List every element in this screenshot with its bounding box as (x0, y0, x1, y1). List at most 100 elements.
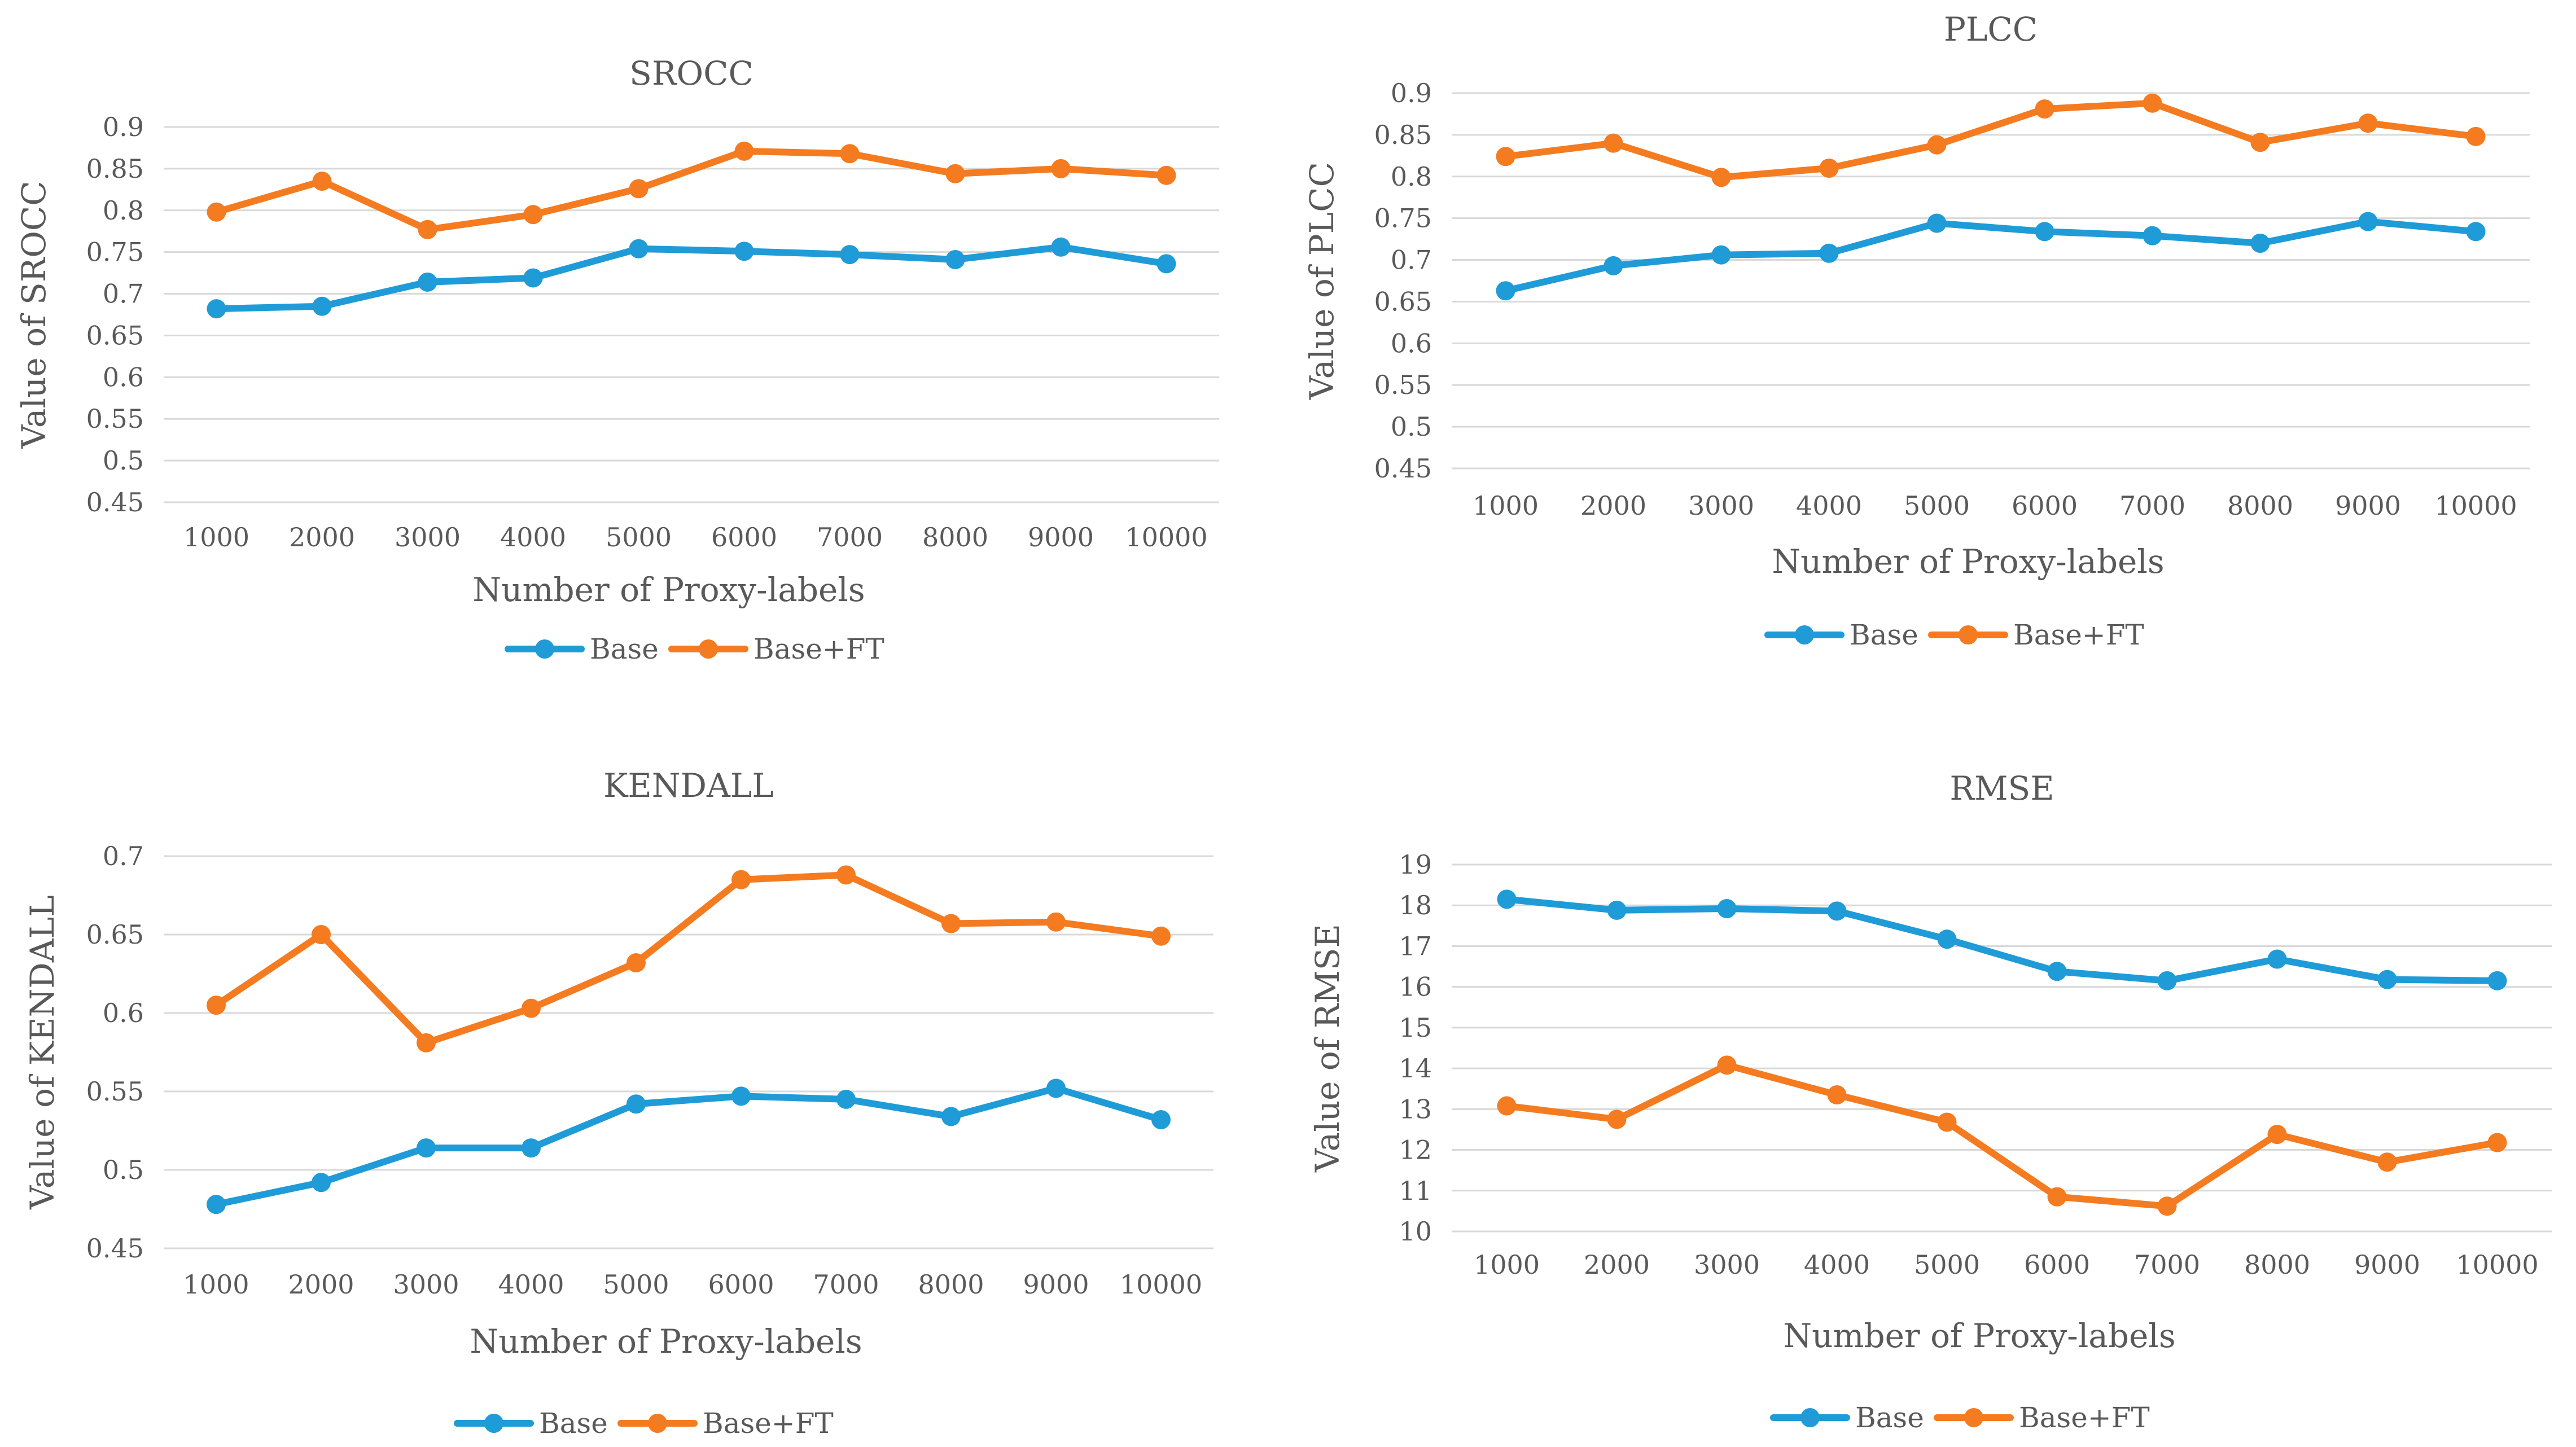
plcc-base-ft-line (1502, 99, 2479, 181)
kendall-xtick-label: 7000 (813, 1269, 879, 1300)
kendall-base-ft-point (1046, 912, 1066, 932)
rmse-y-axis-title: Value of RMSE (1308, 924, 1347, 1173)
plcc-xtick-label: 3000 (1688, 490, 1754, 521)
rmse-base-ft-point (1827, 1085, 1847, 1105)
rmse-xtick-label: 2000 (1584, 1249, 1650, 1280)
srocc-base-point (312, 296, 332, 316)
kendall-xtick-label: 8000 (918, 1269, 984, 1300)
kendall-base-point (1046, 1078, 1066, 1098)
plcc-legend-base-ft-marker (1959, 625, 1978, 644)
rmse-ytick-label: 15 (1399, 1012, 1432, 1043)
plcc-xtick-label: 8000 (2227, 490, 2293, 521)
rmse-xtick-label: 8000 (2244, 1249, 2310, 1280)
plcc-xtick-label: 4000 (1796, 490, 1862, 521)
rmse-base-ft-point (1497, 1096, 1517, 1116)
kendall-base-point (522, 1138, 541, 1158)
srocc-legend-base-ft-marker (699, 639, 718, 659)
plcc-xtick-label: 7000 (2119, 490, 2185, 521)
rmse-base-ft-line (1503, 1062, 2501, 1210)
rmse-chart-svg: 10 11 12 13 14 15 16 17 18 19 1000 2000 3000 4000 5000… (1308, 769, 2552, 1434)
plcc-base-point (1819, 243, 1839, 263)
srocc-ytick-label: 0.85 (86, 154, 144, 184)
kendall-base-ft-point (1151, 926, 1171, 946)
kendall-base-ft-point (941, 914, 961, 933)
rmse-base-ft-point (1607, 1110, 1627, 1129)
srocc-xtick-label: 10000 (1125, 522, 1207, 553)
rmse-xtick-label: 3000 (1694, 1249, 1760, 1280)
plcc-ytick-label: 0.5 (1391, 411, 1432, 442)
rmse-ytick-label: 18 (1399, 890, 1432, 920)
srocc-xtick-label: 9000 (1028, 522, 1094, 553)
plcc-y-axis-title: Value of PLCC (1303, 162, 1341, 400)
kendall-base-point (836, 1089, 856, 1109)
srocc-base-ft-point (207, 202, 226, 222)
rmse-legend-base-ft-marker (1964, 1408, 1983, 1427)
kendall-xtick-label: 10000 (1120, 1269, 1202, 1300)
rmse-base-ft-point (2267, 1125, 2287, 1145)
rmse-xtick-label: 5000 (1914, 1249, 1980, 1280)
srocc-xtick-label: 1000 (183, 522, 249, 553)
rmse-base-point (1937, 929, 1957, 949)
plcc-ytick-label: 0.85 (1374, 120, 1432, 150)
srocc-title: SROCC (629, 54, 753, 93)
plcc-x-axis-title: Number of Proxy-labels (1772, 542, 2164, 581)
plcc-base-point (2466, 222, 2486, 242)
plcc-ytick-label: 0.9 (1391, 78, 1432, 108)
rmse-base-point (2267, 949, 2287, 969)
plcc-chart: 0.45 0.5 0.55 0.6 0.65 0.7 0.75 0.8 0.85 0.9 1000 2… (1288, 0, 2576, 724)
rmse-base-ft-point (2047, 1187, 2067, 1207)
srocc-xtick-label: 8000 (922, 522, 988, 553)
plcc-base-point (1604, 256, 1623, 275)
srocc-base-point (629, 239, 649, 258)
rmse-x-axis-title: Number of Proxy-labels (1783, 1317, 2175, 1355)
kendall-base-point (417, 1138, 436, 1158)
plcc-base-point (2035, 222, 2054, 242)
srocc-ytick-label: 0.45 (86, 487, 144, 518)
rmse-xtick-label: 9000 (2354, 1249, 2420, 1280)
kendall-y-axis-title: Value of KENDALL (23, 895, 62, 1209)
srocc-y-axis-title: Value of SROCC (15, 181, 53, 449)
plcc-xtick-label: 1000 (1473, 490, 1539, 521)
kendall-chart: 0.45 0.5 0.55 0.6 0.65 0.7 1000 2000 3000 4000 500… (0, 724, 1288, 1447)
srocc-chart-svg: 0.45 0.5 0.55 0.6 0.65 0.7 0.75 0.8 0.85 0.9 1000 2… (15, 54, 1219, 665)
rmse-base-point (2157, 971, 2177, 990)
rmse-ytick-label: 14 (1399, 1053, 1432, 1084)
srocc-ytick-label: 0.55 (86, 404, 144, 434)
kendall-ytick-label: 0.5 (103, 1155, 144, 1185)
srocc-xtick-label: 2000 (289, 522, 355, 553)
rmse-legend-base-label: Base (1855, 1401, 1924, 1434)
rmse-legend-base-marker (1800, 1408, 1820, 1427)
plcc-base-point (1711, 245, 1731, 265)
srocc-legend-base-label: Base (590, 633, 659, 665)
kendall-base-ft-point (731, 870, 751, 889)
kendall-legend-base-ft-label: Base+FT (703, 1407, 834, 1440)
kendall-xtick-label: 5000 (603, 1269, 669, 1300)
rmse-base-point (1827, 901, 1847, 921)
srocc-ytick-label: 0.9 (103, 112, 144, 142)
srocc-base-ft-point (418, 220, 437, 239)
plcc-base-ft-point (2466, 126, 2486, 146)
srocc-base-ft-point (523, 205, 543, 225)
rmse-base-ft-point (1937, 1112, 1957, 1132)
plcc-legend-base-label: Base (1850, 619, 1918, 651)
rmse-base-ft-point (1717, 1055, 1737, 1075)
srocc-base-ft-point (945, 164, 965, 183)
plcc-ytick-label: 0.6 (1391, 328, 1432, 358)
rmse-title: RMSE (1949, 769, 2054, 808)
plcc-base-point (1927, 213, 1947, 233)
kendall-base-point (207, 1195, 226, 1214)
plcc-xtick-label: 9000 (2335, 490, 2401, 521)
rmse-ytick-label: 16 (1399, 972, 1432, 1002)
rmse-ytick-label: 17 (1399, 931, 1432, 961)
plcc-base-ft-point (2250, 133, 2270, 152)
plcc-legend-base-marker (1795, 625, 1814, 644)
srocc-base-point (1156, 254, 1176, 274)
srocc-base-point (523, 268, 543, 288)
kendall-base-ft-point (836, 865, 856, 885)
rmse-base-point (1717, 899, 1737, 918)
rmse-xtick-label: 6000 (2024, 1249, 2090, 1280)
srocc-base-ft-point (840, 144, 860, 164)
rmse-ytick-label: 19 (1399, 849, 1432, 880)
srocc-xtick-label: 7000 (817, 522, 883, 553)
plcc-xtick-label: 6000 (2012, 490, 2078, 521)
